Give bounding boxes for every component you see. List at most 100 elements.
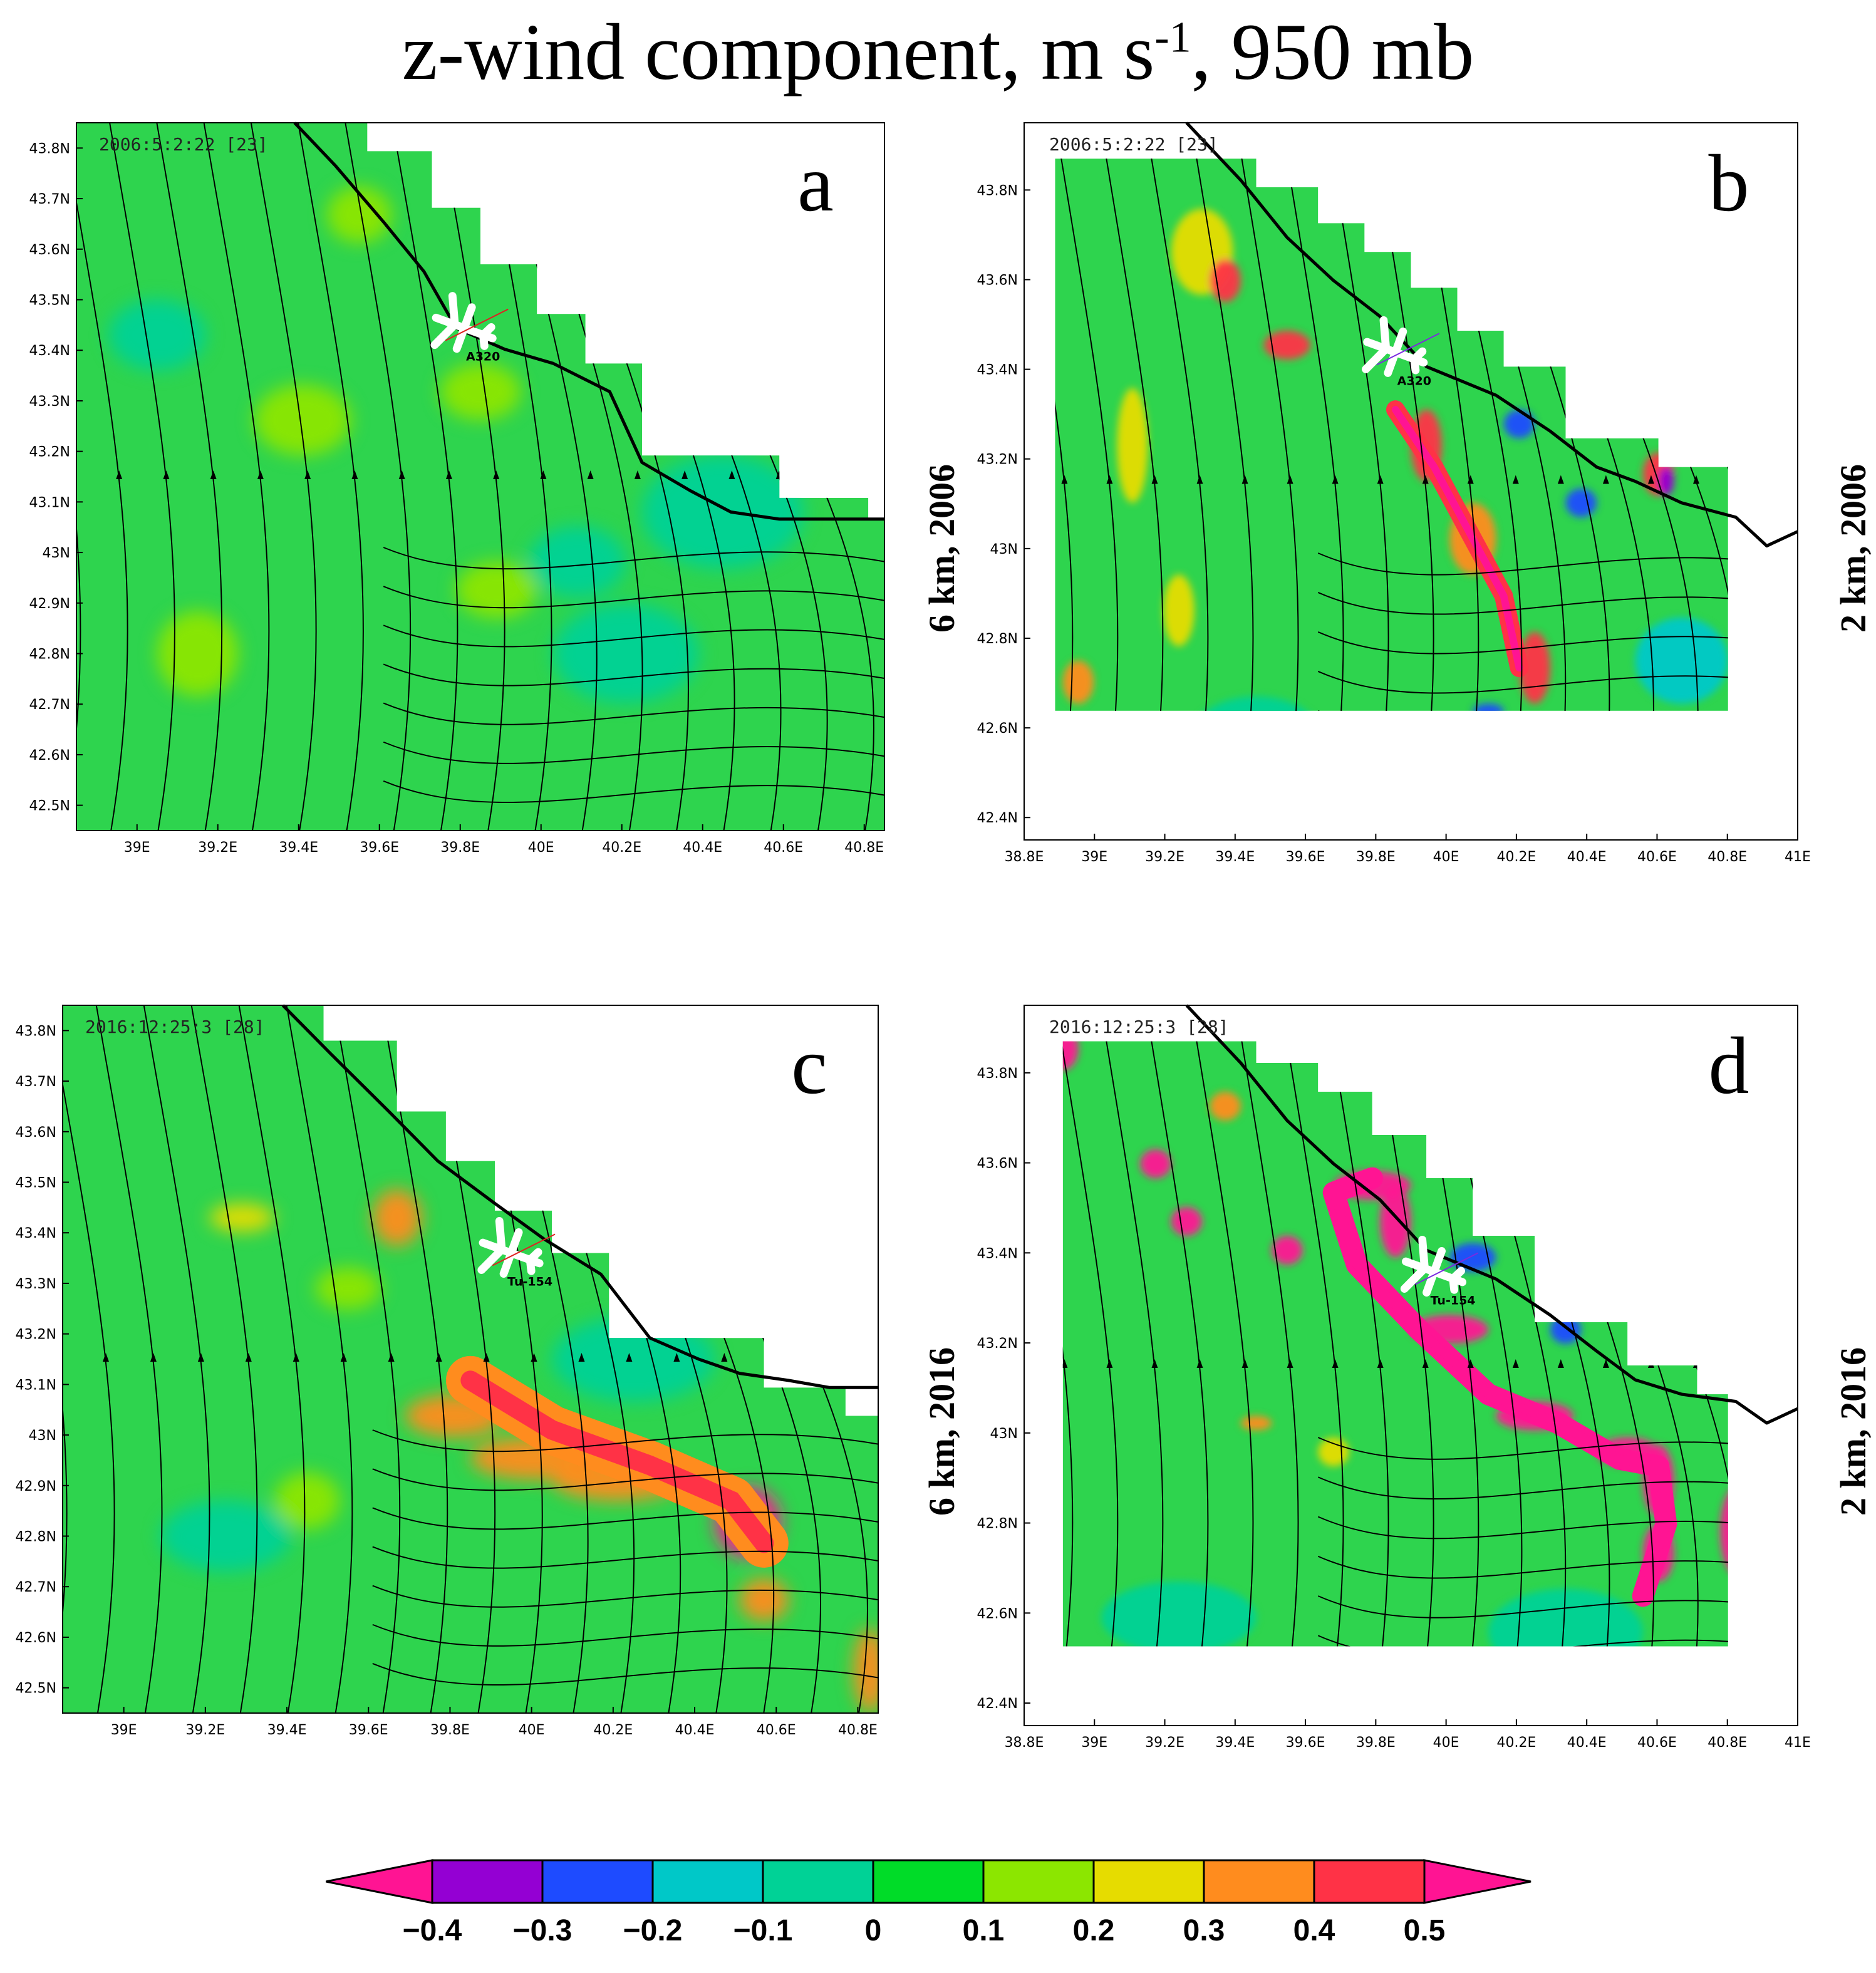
y-tick-label: 43.5N — [16, 1176, 56, 1191]
colorbar: −0.4 −0.3 −0.2 −0.1 0 0.1 0.2 0.3 0.4 0.5 — [326, 1859, 1531, 1947]
streamline-arrow — [150, 1353, 157, 1362]
plot-frame — [1024, 1005, 1798, 1726]
field-feature — [1473, 703, 1504, 711]
streamline — [372, 1662, 878, 1686]
streamline-arrow — [340, 1353, 347, 1362]
streamline-arrow — [1377, 475, 1384, 484]
streamline-arrow — [1467, 1359, 1474, 1368]
streamline-arrow — [1196, 475, 1203, 484]
y-tick-label: 43N — [43, 546, 70, 561]
aircraft-label: A320 — [1397, 374, 1431, 388]
streamline-arrow — [721, 1353, 728, 1362]
streamline-arrow — [1512, 1359, 1519, 1368]
streamline — [438, 123, 505, 831]
streamline-arrow — [1287, 475, 1293, 484]
y-tick-label: 43.5N — [29, 293, 70, 309]
panel-b: 38.8E 39E 39.2E 39.4E 39.6E 39.8E 40E 40.2E 40.4… — [977, 122, 1811, 865]
streamline-arrow — [1196, 1359, 1203, 1368]
streamline — [156, 123, 223, 831]
streamline — [1062, 1041, 1119, 1647]
streamline-arrow — [1557, 1359, 1564, 1368]
coastline — [1185, 1004, 1799, 1425]
chart-svg-b: 38.8E 39E 39.2E 39.4E 39.6E 39.8E 40E 40.2E 40.4… — [977, 122, 1811, 865]
streamline — [190, 1005, 258, 1713]
x-tick-label: 40.4E — [1567, 1735, 1607, 1751]
field-base — [1062, 1041, 1728, 1647]
x-tick-label: 40E — [519, 1722, 545, 1738]
streamline — [383, 663, 884, 686]
field-feature — [315, 1267, 381, 1310]
streamline — [1055, 158, 1074, 711]
field-feature — [326, 186, 392, 244]
title-sup: -1 — [1154, 13, 1191, 62]
x-tick-label: 40.4E — [675, 1722, 715, 1738]
streamline-arrow — [728, 470, 735, 479]
y-tick-label: 43.7N — [16, 1074, 56, 1090]
field-feature — [1163, 574, 1195, 646]
y-tick-label: 42.5N — [16, 1681, 56, 1697]
updraft-ridge-core — [1328, 1174, 1671, 1600]
x-tick-label: 39.6E — [1286, 849, 1325, 865]
field-feature — [1210, 259, 1241, 303]
field-feature — [1062, 660, 1094, 704]
colorbar-label: 0.1 — [963, 1914, 1005, 1947]
streamline — [1280, 158, 1344, 711]
streamline-arrow — [673, 1353, 680, 1362]
streamline — [1100, 1041, 1164, 1647]
x-tick-label: 39E — [1081, 849, 1107, 865]
y-tick-label: 43.2N — [16, 1327, 56, 1343]
streamline — [238, 1005, 306, 1713]
streamline — [1317, 631, 1728, 655]
streamline — [1190, 158, 1254, 711]
streamline — [383, 780, 884, 803]
timestamp-label: 2006:5:2:22 [23] — [1049, 134, 1218, 155]
x-tick-label: 40.4E — [1567, 849, 1607, 865]
y-tick-label: 43N — [29, 1428, 56, 1444]
streamline-arrow — [587, 470, 594, 479]
field-feature — [1263, 331, 1310, 360]
y-tick-label: 43.8N — [29, 141, 70, 157]
streamline — [372, 1507, 878, 1530]
streamline — [1235, 1041, 1299, 1647]
y-tick-label: 42.8N — [977, 1516, 1018, 1532]
x-tick-label: 41E — [1785, 1735, 1811, 1751]
side-label-b: 2 km, 2006 — [1833, 463, 1873, 633]
streamline — [372, 1429, 878, 1453]
x-tick-label: 39.8E — [1356, 1735, 1396, 1751]
y-tick-label: 42.7N — [29, 697, 70, 713]
streamline-arrow — [388, 1353, 395, 1362]
colorbar-segment — [651, 1859, 764, 1904]
airplane-icon — [477, 1216, 544, 1278]
streamline — [1317, 1476, 1728, 1499]
y-tick-label: 43.6N — [977, 272, 1018, 288]
colorbar-label: −0.4 — [403, 1914, 462, 1947]
streamline — [95, 1005, 163, 1713]
streamline — [76, 123, 128, 831]
colorbar-label: 0 — [865, 1914, 882, 1947]
x-tick-label: 40.6E — [1637, 1735, 1677, 1751]
field-feature — [642, 455, 804, 569]
x-tick-label: 40.6E — [757, 1722, 796, 1738]
x-tick-label: 39.2E — [198, 840, 237, 856]
y-tick-label: 42.9N — [29, 596, 70, 612]
field-feature — [1210, 1092, 1241, 1121]
colorbar-low-arrow — [326, 1859, 433, 1904]
chart-svg-a: 39E 39.2E 39.4E 39.6E 39.8E 40E 40.2E 40.4E 40.6… — [29, 122, 885, 856]
colorbar-segment — [541, 1859, 654, 1904]
streamline-arrow — [1332, 475, 1339, 484]
field-feature — [209, 1203, 275, 1232]
x-tick-label: 39.4E — [267, 1722, 307, 1738]
field-feature — [1101, 1582, 1257, 1647]
y-tick-label: 43.3N — [16, 1276, 56, 1292]
field-feature — [1565, 488, 1597, 517]
panel-letter: a — [797, 138, 834, 229]
field-feature — [853, 1628, 878, 1713]
x-tick-label: 40.6E — [764, 840, 803, 856]
streamline — [286, 1005, 353, 1713]
streamline-arrow — [531, 1353, 537, 1362]
field-feature — [372, 1189, 422, 1246]
field-feature — [1272, 1236, 1303, 1265]
streamline-arrow — [1106, 475, 1113, 484]
streamline — [372, 1546, 878, 1569]
flight-track — [1376, 333, 1440, 366]
